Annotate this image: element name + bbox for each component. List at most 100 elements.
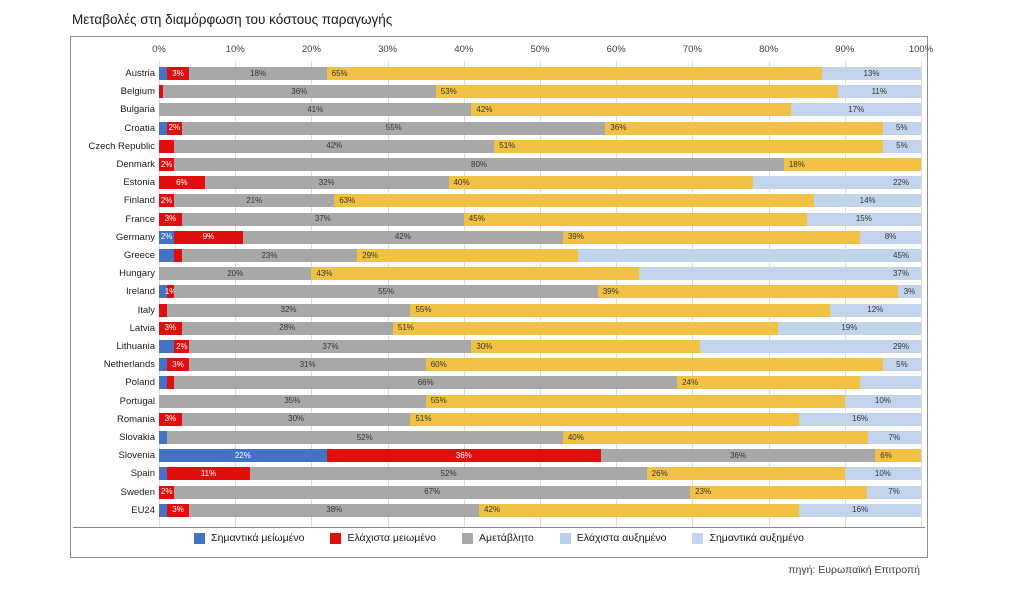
bar-segment: 66% xyxy=(174,376,678,390)
bar-value-label: 37% xyxy=(322,341,339,351)
bar-value-label: 60% xyxy=(430,359,447,369)
bar-segment: 36% xyxy=(605,121,883,135)
bar-segment: 37% xyxy=(189,340,472,353)
bar-segment: 63% xyxy=(334,194,815,208)
country-label: Estonia xyxy=(123,177,155,189)
bar-segment: 2% xyxy=(174,340,190,353)
bar-segment: 6% xyxy=(875,449,921,463)
bar-value-label: 65% xyxy=(331,68,348,78)
bar-value-label: 16% xyxy=(852,414,869,424)
bar-value-label: 51% xyxy=(499,141,516,151)
axis-tick-label: 0% xyxy=(152,44,166,55)
bar-segment: 29% xyxy=(700,340,921,353)
bar-segment: 20% xyxy=(159,267,312,281)
bar-segment: 52% xyxy=(166,431,563,444)
bar-value-label: 41% xyxy=(307,104,324,114)
legend: Σημαντικά μείωμένο Ελάχιστα μειωμένο Αμετά… xyxy=(71,532,927,544)
bar-value-label: 3% xyxy=(164,414,177,424)
bar-value-label: 40% xyxy=(453,177,470,187)
bar-segment: 80% xyxy=(174,158,784,171)
bar-row: 23% 29% 45% xyxy=(159,249,921,262)
bar-segment: 3% xyxy=(166,503,190,517)
bar-value-label: 6% xyxy=(176,177,188,187)
legend-label: Αμετάβλητο xyxy=(479,532,534,544)
bar-segment: 21% xyxy=(174,194,335,208)
bar-value-label: 19% xyxy=(841,323,858,333)
x-axis-line xyxy=(73,527,925,528)
bar-value-label: 39% xyxy=(602,286,619,296)
bar-value-label: 8% xyxy=(884,232,897,242)
bar-segment: 7% xyxy=(867,431,921,444)
legend-swatch-blue xyxy=(194,532,206,544)
country-label: Bulgaria xyxy=(120,104,155,116)
bar-segment: 45% xyxy=(578,249,921,262)
bar-value-label: 11% xyxy=(200,468,217,478)
country-label: Denmark xyxy=(116,159,155,170)
bar-value-label: 5% xyxy=(896,359,908,369)
bar-row: 2% 67% 23% 7% xyxy=(159,485,921,499)
bar-value-label: 1% xyxy=(164,286,177,296)
bar-segment: 19% xyxy=(777,321,921,335)
bar-segment xyxy=(159,340,175,353)
legend-swatch-lite1 xyxy=(559,532,571,544)
country-label: France xyxy=(125,213,155,225)
bar-segment xyxy=(174,249,182,262)
country-label: Czech Republic xyxy=(88,140,155,152)
bar-value-label: 10% xyxy=(874,396,891,406)
bar-value-label: 5% xyxy=(896,141,908,151)
bar-segment xyxy=(159,249,175,262)
bar-segment: 18% xyxy=(189,67,327,80)
bar-value-label: 3% xyxy=(172,505,184,515)
country-label: Austria xyxy=(125,68,155,79)
bar-row: 3% 28% 51% 19% xyxy=(159,321,921,335)
bar-segment: 60% xyxy=(425,358,883,372)
bar-segment: 51% xyxy=(392,321,778,335)
bar-row: 6% 32% 40% 22% xyxy=(159,176,921,190)
bar-segment: 29% xyxy=(357,249,579,262)
country-label: Finland xyxy=(123,195,155,207)
bar-segment: 16% xyxy=(799,503,921,517)
bar-value-label: 2% xyxy=(176,341,188,351)
bar-value-label: 26% xyxy=(651,468,668,478)
bar-value-label: 23% xyxy=(695,487,712,497)
bar-value-label: 80% xyxy=(471,159,488,169)
bar-segment: 39% xyxy=(597,285,898,299)
bar-value-label: 7% xyxy=(888,487,900,497)
bar-segment: 3% xyxy=(897,285,921,299)
bar-row: 3% 30% 51% 16% xyxy=(159,412,921,426)
gridline xyxy=(921,61,922,527)
country-label: Croatia xyxy=(124,122,155,134)
bar-value-label: 16% xyxy=(852,505,869,515)
bar-segment: 55% xyxy=(182,121,606,135)
bar-value-label: 21% xyxy=(246,195,263,205)
bar-segment: 67% xyxy=(174,485,691,499)
bar-segment: 8% xyxy=(860,230,921,244)
bar-value-label: 67% xyxy=(424,487,441,497)
chart-title: Μεταβολές στη διαμόρφωση του κόστους παρ… xyxy=(72,12,393,27)
bar-row: 52% 40% 7% xyxy=(159,431,921,444)
bar-segment xyxy=(159,139,175,153)
bar-value-label: 30% xyxy=(476,341,493,351)
bar-segment: 38% xyxy=(189,503,480,517)
bar-segment: 65% xyxy=(326,67,822,80)
bar-value-label: 23% xyxy=(261,250,278,260)
bar-segment: 51% xyxy=(494,139,883,153)
bar-value-label: 29% xyxy=(892,341,909,351)
bar-segment: 23% xyxy=(181,249,358,262)
bar-segment: 24% xyxy=(677,376,861,390)
bar-segment: 22% xyxy=(159,449,327,463)
bar-segment: 6% xyxy=(159,176,205,190)
bar-value-label: 32% xyxy=(318,177,335,187)
axis-tick-label: 40% xyxy=(454,44,474,55)
bar-segment: 35% xyxy=(159,394,426,408)
bar-segment: 10% xyxy=(844,394,921,408)
bar-value-label: 38% xyxy=(326,505,343,515)
country-label: Italy xyxy=(137,304,155,316)
bar-segment xyxy=(159,285,167,299)
bar-segment: 3% xyxy=(166,358,190,372)
axis-tick-label: 30% xyxy=(378,44,398,55)
country-label: Netherlands xyxy=(103,359,155,371)
bar-segment: 2% xyxy=(159,158,175,171)
bar-segment: 28% xyxy=(181,321,393,335)
